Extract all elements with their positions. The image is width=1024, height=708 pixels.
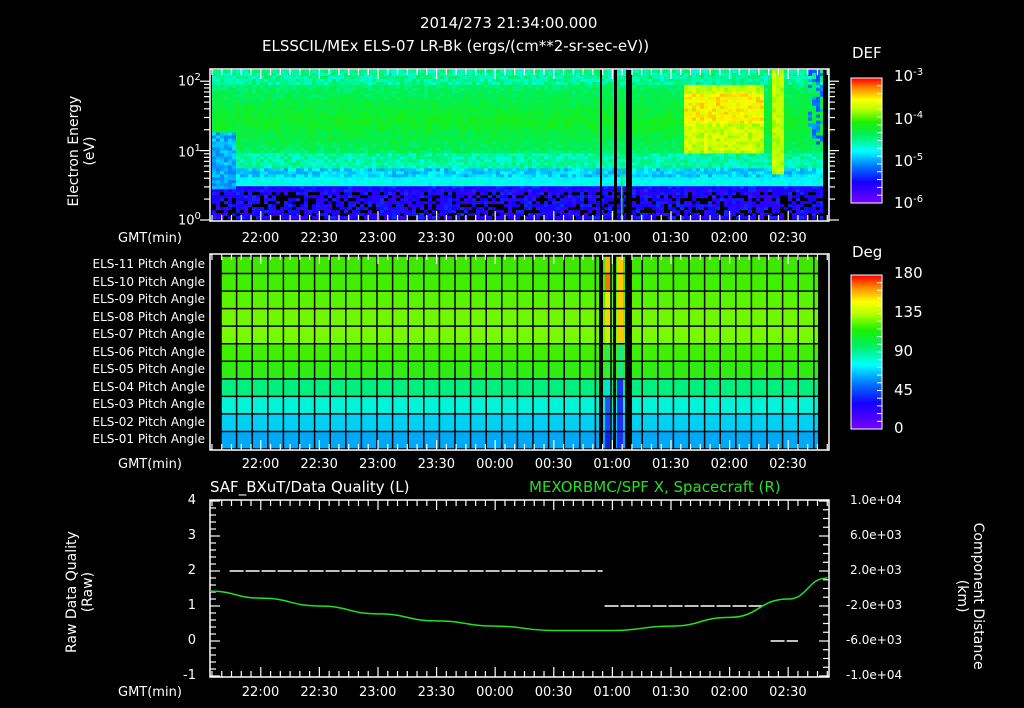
time-tick-label: 22:00 <box>241 457 280 472</box>
time-tick-label: 22:30 <box>300 685 338 700</box>
deg-colorbar <box>850 274 883 430</box>
pitch-angle-heatmap <box>220 255 828 450</box>
quality-tick-label: 2 <box>187 563 196 578</box>
time-tick-label: 00:30 <box>534 231 573 246</box>
time-tick-label: 01:00 <box>593 231 631 246</box>
time-tick-label: 00:00 <box>476 685 514 700</box>
energy-tick-100: 102 <box>178 72 201 90</box>
pitch-angle-row-label: ELS-02 Pitch Angle <box>92 414 205 429</box>
time-tick-label: 02:00 <box>710 457 749 472</box>
pitch-angle-row-label: ELS-11 Pitch Angle <box>92 257 205 271</box>
time-tick-label: 00:00 <box>476 231 514 246</box>
data-quality-title: SAF_BXuT/Data Quality (L) <box>210 478 410 496</box>
pitch-angle-row-label: ELS-08 Pitch Angle <box>92 309 205 324</box>
time-tick-label: 01:30 <box>651 231 690 246</box>
quality-tick-label: -1 <box>183 668 196 683</box>
distance-tick-label: -2.0e+03 <box>846 598 903 612</box>
time-tick-label: 23:30 <box>417 457 456 472</box>
deg-tick-180: 180 <box>894 264 923 282</box>
plot-subtitle: ELSSCIL/MEx ELS-07 LR-Bk (ergs/(cm**2-sr… <box>262 37 650 55</box>
pitch-angle-panel-frame <box>209 253 830 451</box>
time-tick-label: 23:00 <box>358 685 397 700</box>
quality-tick-label: 3 <box>187 528 196 543</box>
quality-tick-label: 4 <box>187 493 196 508</box>
time-tick-label: 01:00 <box>593 457 631 472</box>
spf-x-series <box>209 577 828 632</box>
time-axis-label-3: GMT(min) <box>118 685 182 700</box>
distance-tick-label: 2.0e+03 <box>850 563 902 577</box>
time-tick-label: 01:00 <box>593 685 631 700</box>
plot-timestamp: 2014/273 21:34:00.000 <box>420 14 598 32</box>
time-tick-label: 23:00 <box>358 231 397 246</box>
energy-panel-frame <box>209 68 830 222</box>
component-distance-axis-label: Component Distance (km) <box>954 522 987 670</box>
time-tick-label: 00:00 <box>476 457 514 472</box>
def-tick-1e-5: 10-5 <box>894 152 924 170</box>
time-tick-label: 23:00 <box>358 457 397 472</box>
time-tick-label: 02:00 <box>710 231 749 246</box>
distance-tick-label: -1.0e+04 <box>846 668 903 682</box>
quality-tick-label: 0 <box>187 633 196 648</box>
distance-tick-label: -6.0e+03 <box>846 633 903 647</box>
time-tick-label: 00:30 <box>534 457 573 472</box>
energy-tick-10: 101 <box>178 143 201 161</box>
time-tick-label: 22:30 <box>300 457 338 472</box>
pitch-angle-row-label: ELS-04 Pitch Angle <box>92 379 205 394</box>
time-axis-label-1: GMT(min) <box>118 231 182 246</box>
pitch-angle-row-label: ELS-07 Pitch Angle <box>92 327 205 342</box>
time-tick-label: 22:00 <box>241 685 280 700</box>
time-tick-label: 01:30 <box>651 457 690 472</box>
deg-tick-45: 45 <box>894 381 914 399</box>
time-tick-label: 02:30 <box>769 685 807 700</box>
pitch-angle-row-label: ELS-05 Pitch Angle <box>92 362 205 377</box>
pitch-angle-row-label: ELS-09 Pitch Angle <box>92 292 205 307</box>
time-tick-label: 02:30 <box>769 457 807 472</box>
data-quality-axis-label: Raw Data Quality (Raw) <box>63 531 96 653</box>
def-colorbar <box>850 77 883 204</box>
time-tick-label: 02:30 <box>769 231 807 246</box>
time-tick-label: 01:30 <box>651 685 690 700</box>
def-colorbar-title: DEF <box>852 44 882 62</box>
energy-spectrogram <box>212 70 829 220</box>
energy-axis-ticks <box>200 80 839 221</box>
def-tick-1e-6: 10-6 <box>894 194 924 212</box>
deg-tick-0: 0 <box>894 419 904 437</box>
deg-tick-135: 135 <box>894 303 923 321</box>
time-tick-label: 23:30 <box>417 685 456 700</box>
spf-x-title: MEXORBMC/SPF X, Spacecraft (R) <box>529 478 781 496</box>
time-tick-label: 22:00 <box>241 231 280 246</box>
deg-colorbar-title: Deg <box>852 243 883 261</box>
deg-tick-90: 90 <box>894 342 914 360</box>
quality-tick-label: 1 <box>187 598 196 613</box>
time-axis-label-2: GMT(min) <box>118 457 182 472</box>
pitch-angle-row-label: ELS-03 Pitch Angle <box>92 397 205 412</box>
pitch-angle-row-label: ELS-01 Pitch Angle <box>92 432 205 447</box>
def-tick-1e-3: 10-3 <box>894 67 924 85</box>
distance-tick-label: 1.0e+04 <box>850 493 902 507</box>
pitch-angle-row-label: ELS-06 Pitch Angle <box>92 344 205 359</box>
time-tick-label: 22:30 <box>300 231 338 246</box>
pitch-angle-row-label: ELS-10 Pitch Angle <box>92 274 205 289</box>
time-tick-label: 23:30 <box>417 231 456 246</box>
data-quality-panel-frame <box>209 499 830 678</box>
energy-tick-1: 100 <box>178 211 201 229</box>
distance-tick-label: 6.0e+03 <box>850 528 902 542</box>
time-tick-label: 00:30 <box>534 685 573 700</box>
def-tick-1e-4: 10-4 <box>894 110 924 128</box>
data-quality-series <box>229 570 798 642</box>
time-tick-label: 02:00 <box>710 685 749 700</box>
panel3-axis-ticks <box>210 500 829 677</box>
energy-axis-label: Electron Energy (eV) <box>65 95 98 207</box>
